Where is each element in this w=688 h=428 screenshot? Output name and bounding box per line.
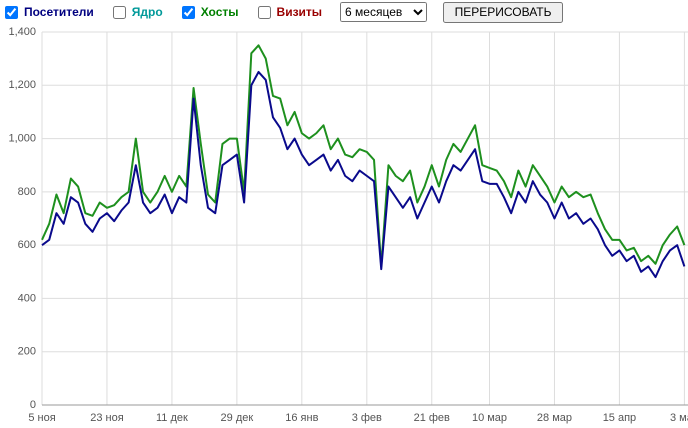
x-tick-label: 11 дек xyxy=(156,412,188,424)
checkbox[interactable] xyxy=(5,5,18,19)
y-tick-label: 200 xyxy=(18,346,36,358)
x-tick-label: 3 фев xyxy=(352,412,382,424)
checkbox-control[interactable]: Посетители xyxy=(0,5,94,19)
y-tick-label: 1,000 xyxy=(8,132,36,144)
x-tick-label: 5 ноя xyxy=(28,412,55,424)
y-tick-label: 800 xyxy=(18,186,36,198)
x-tick-label: 10 мар xyxy=(472,412,507,424)
checkbox-control[interactable]: Визиты xyxy=(253,5,323,19)
period-select[interactable]: 6 месяцев xyxy=(340,2,428,22)
toolbar: Посетители Ядро Хосты Визиты 6 месяцев ПЕРЕРИ… xyxy=(0,0,564,24)
x-tick-label: 15 апр xyxy=(603,412,636,424)
checkbox-control[interactable]: Ядро xyxy=(108,5,163,19)
checkbox-label: Посетители xyxy=(24,5,94,19)
checkbox-control[interactable]: Хосты xyxy=(177,5,239,19)
x-tick-label: 29 дек xyxy=(221,412,254,424)
checkbox[interactable] xyxy=(257,5,271,19)
series-line xyxy=(41,70,686,279)
x-tick-label: 16 янв xyxy=(285,412,318,424)
y-tick-label: 1,200 xyxy=(8,79,36,91)
checkbox[interactable] xyxy=(181,5,195,19)
x-tick-label: 3 мая xyxy=(670,412,688,424)
checkbox[interactable] xyxy=(112,5,126,19)
y-tick-label: 600 xyxy=(18,239,36,251)
y-tick-label: 0 xyxy=(30,399,36,411)
checkbox-label: Визиты xyxy=(276,5,323,19)
checkbox-label: Ядро xyxy=(131,5,163,19)
x-tick-label: 28 мар xyxy=(537,412,572,424)
x-tick-label: 23 ноя xyxy=(90,412,123,424)
series-line xyxy=(41,44,686,268)
x-tick-label: 21 фев xyxy=(414,412,450,424)
redraw-button[interactable]: ПЕРЕРИСОВАТЬ xyxy=(443,1,564,23)
y-tick-label: 400 xyxy=(18,292,36,304)
checkbox-label: Хосты xyxy=(200,5,239,19)
y-tick-label: 1,400 xyxy=(8,26,36,38)
